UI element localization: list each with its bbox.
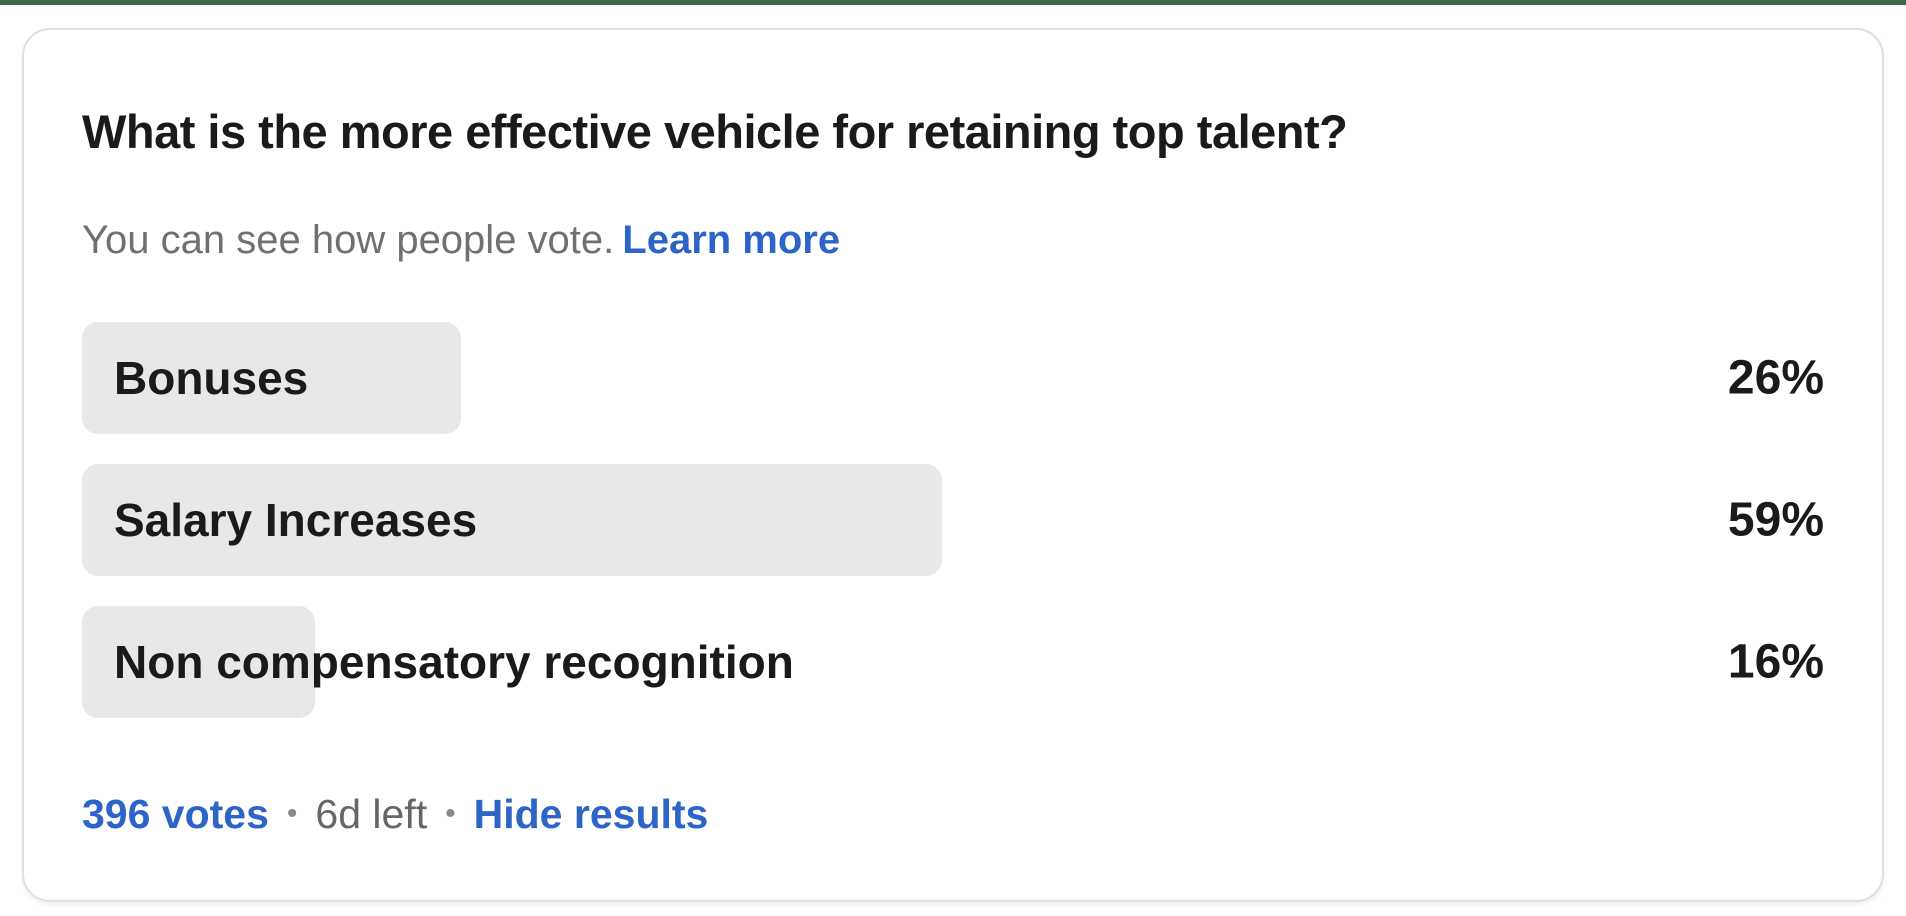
poll-footer: 396 votes • 6d left • Hide results bbox=[82, 790, 1824, 838]
dot-separator: • bbox=[445, 797, 456, 830]
poll-option-row: Bonuses 26% bbox=[82, 322, 1824, 434]
poll-question: What is the more effective vehicle for r… bbox=[82, 105, 1348, 158]
poll-option-bar bbox=[82, 464, 943, 576]
hide-results-link[interactable]: Hide results bbox=[473, 791, 709, 837]
poll-option-label: Salary Increases bbox=[114, 494, 478, 546]
poll-option-row: Salary Increases 59% bbox=[82, 464, 1824, 576]
poll-card: What is the more effective vehicle for r… bbox=[22, 28, 1884, 902]
poll-option-bar bbox=[82, 322, 462, 434]
poll-option-label: Bonuses bbox=[114, 352, 309, 404]
dot-separator: • bbox=[286, 797, 298, 830]
learn-more-link[interactable]: Learn more bbox=[622, 218, 841, 262]
poll-visibility-note: You can see how people vote. Learn more bbox=[82, 216, 1824, 264]
poll-options-list: Bonuses 26% Salary Increases 59% Non com… bbox=[82, 322, 1824, 718]
poll-option-percent: 59% bbox=[1727, 493, 1824, 547]
poll-option-percent: 16% bbox=[1727, 635, 1824, 689]
visibility-note-text: You can see how people vote. bbox=[82, 218, 615, 262]
poll-option-bar bbox=[82, 606, 316, 718]
poll-option-row: Non compensatory recognition 16% bbox=[82, 606, 1824, 718]
poll-option-percent: 26% bbox=[1727, 351, 1824, 405]
top-accent-bar bbox=[0, 0, 1906, 5]
poll-option-label: Non compensatory recognition bbox=[114, 636, 794, 688]
time-left-label: 6d left bbox=[315, 791, 428, 837]
votes-count-link[interactable]: 396 votes bbox=[82, 791, 269, 837]
